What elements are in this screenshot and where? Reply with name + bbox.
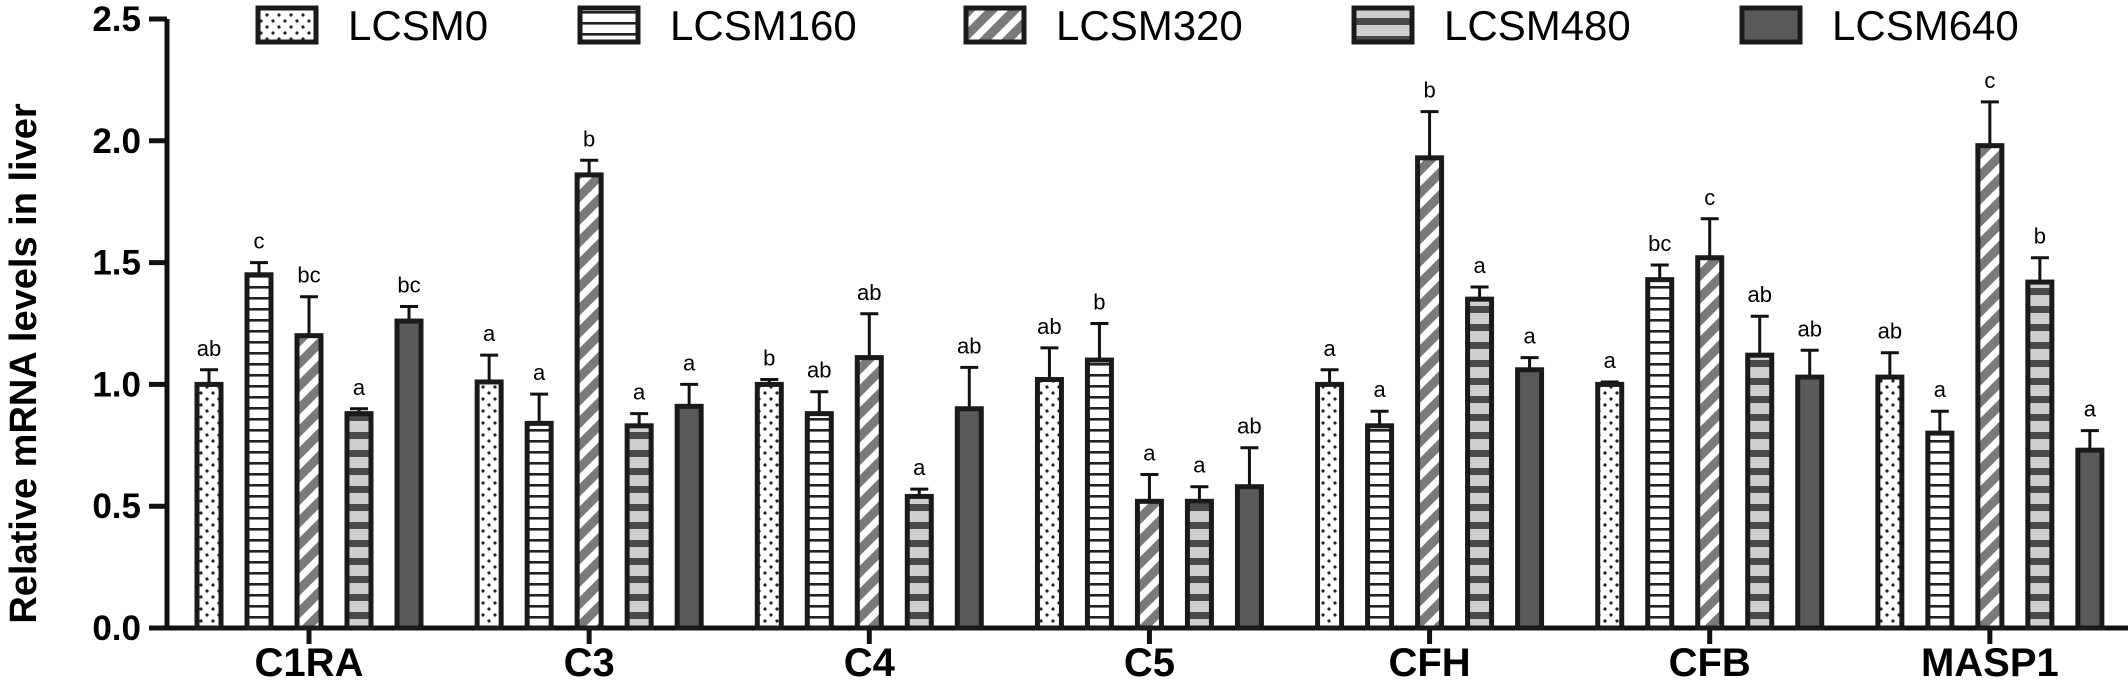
bar-LCSM320 [854,355,884,631]
significance-label: ab [1797,316,1821,341]
legend-swatch [1739,5,1803,45]
bar-LCSM160 [524,420,554,631]
significance-label: a [1604,348,1617,373]
significance-label: a [1934,377,1947,402]
legend-swatch [255,5,319,45]
y-axis-title: Relative mRNA levels in liver [3,103,45,623]
y-axis: 0.0 0.5 1.0 1.5 2.0 2.5 [92,0,170,648]
bar-LCSM480 [1465,296,1495,631]
significance-label: a [1323,336,1336,361]
significance-label: c [1704,185,1715,210]
y-tick-label: 2.0 [92,122,141,161]
significance-label: a [633,380,646,405]
bar-LCSM160 [244,272,274,631]
legend-swatch [577,5,641,45]
significance-label: c [1984,68,1995,93]
bar-LCSM480 [2025,279,2055,631]
bar-LCSM320 [1695,255,1725,631]
y-tick-label: 0.0 [92,609,141,648]
significance-label: a [353,375,366,400]
significance-label: a [533,360,546,385]
bar-LCSM320 [294,333,324,631]
bar-LCSM160 [1925,430,1955,631]
significance-label: bc [297,263,320,288]
x-tick-label: C1RA [255,641,364,685]
bar-LCSM0 [1034,377,1064,631]
significance-label: c [254,229,265,254]
significance-label: a [913,455,926,480]
legend-label: LCSM0 [348,2,488,49]
bar-LCSM160 [1645,277,1675,631]
significance-label: a [683,350,696,375]
significance-label: a [1523,324,1536,349]
x-tick-label: C4 [844,641,896,685]
significance-label: a [2084,397,2097,422]
x-tick-label: C5 [1124,641,1175,685]
significance-label: ab [857,280,881,305]
x-tick-label: CFB [1669,641,1751,685]
bar-LCSM0 [754,381,784,631]
bar-LCSM480 [624,423,654,631]
x-tick-label: MASP1 [1921,641,2059,685]
bar-LCSM160 [804,411,834,631]
legend-label: LCSM640 [1832,2,2019,49]
legend-label: LCSM320 [1056,2,1243,49]
legend: LCSM0 LCSM160 LCSM320 LCSM480 LCSM640 [255,2,2019,49]
significance-label: a [1373,377,1386,402]
bar-LCSM480 [904,493,934,631]
bar-LCSM640 [954,406,984,631]
bar-LCSM0 [474,379,504,631]
bar-LCSM0 [1595,381,1625,631]
significance-label: b [763,346,775,371]
significance-label: b [2034,224,2046,249]
bar-LCSM480 [1745,352,1775,631]
significance-label: ab [1237,414,1261,439]
significance-label: a [483,321,496,346]
legend-swatch [963,5,1027,45]
bar-LCSM0 [1315,381,1345,631]
legend-label: LCSM160 [670,2,857,49]
significance-label: a [1193,453,1206,478]
x-tick-label: C3 [564,641,615,685]
significance-label: ab [807,358,831,383]
y-tick-label: 1.0 [92,365,141,404]
y-tick-label: 2.5 [92,0,141,39]
bar-LCSM640 [1795,374,1825,631]
significance-label: b [583,126,595,151]
bar-LCSM0 [1875,374,1905,631]
significance-label: ab [1878,319,1902,344]
significance-label: bc [1648,231,1671,256]
bar-LCSM640 [1515,367,1545,631]
bar-LCSM640 [394,318,424,631]
significance-label: ab [1037,314,1061,339]
significance-label: ab [957,333,981,358]
significance-label: a [1473,253,1486,278]
bar-LCSM480 [1184,498,1214,631]
legend-swatch [1351,5,1415,45]
x-axis: C1RA C3 C4 C5 CFH CFB MASP1 [165,625,2128,685]
significance-label: ab [197,336,221,361]
bar-LCSM640 [1234,484,1264,631]
y-tick-label: 1.5 [92,244,141,283]
bar-LCSM320 [1415,155,1445,631]
significance-label: b [1093,290,1105,315]
x-tick-label: CFH [1388,641,1470,685]
bar-LCSM160 [1084,357,1114,631]
bar-LCSM320 [1975,143,2005,631]
bar-LCSM640 [674,403,704,631]
bar-LCSM640 [2075,447,2105,631]
significance-label: a [1143,441,1156,466]
bar-LCSM320 [1134,498,1164,631]
y-tick-label: 0.5 [92,487,141,526]
bar-LCSM320 [574,172,604,631]
legend-label: LCSM480 [1444,2,1631,49]
significance-label: b [1423,78,1435,103]
significance-label: ab [1747,282,1771,307]
bar-LCSM480 [344,411,374,631]
bar-LCSM0 [194,381,224,631]
bar-LCSM160 [1365,423,1395,631]
significance-label: bc [397,272,420,297]
